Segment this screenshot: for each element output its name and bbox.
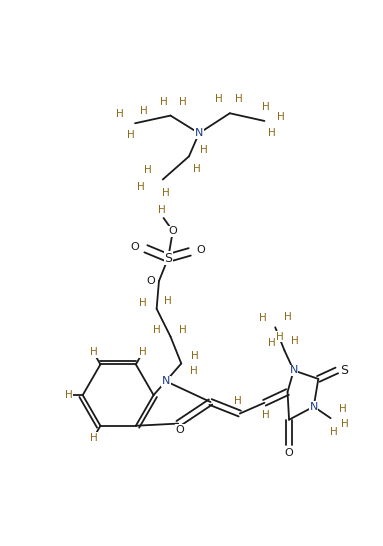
Text: H: H: [139, 347, 147, 358]
Text: H: H: [179, 325, 187, 335]
Text: H: H: [235, 94, 243, 104]
Text: O: O: [175, 425, 184, 435]
Text: H: H: [234, 396, 242, 406]
Text: H: H: [65, 390, 73, 400]
Text: H: H: [164, 296, 171, 306]
Text: O: O: [169, 226, 177, 236]
Text: H: H: [215, 94, 223, 104]
Text: H: H: [90, 433, 97, 443]
Text: H: H: [144, 165, 151, 175]
Text: H: H: [200, 145, 208, 155]
Text: H: H: [137, 182, 145, 192]
Text: H: H: [190, 366, 198, 376]
Text: H: H: [262, 102, 270, 112]
Text: H: H: [153, 325, 160, 335]
Text: H: H: [162, 188, 170, 198]
Text: H: H: [193, 164, 201, 174]
Text: H: H: [116, 109, 124, 119]
Text: H: H: [90, 347, 97, 358]
Text: H: H: [268, 128, 276, 138]
Text: H: H: [284, 312, 291, 322]
Text: O: O: [131, 242, 139, 252]
Text: N: N: [309, 402, 318, 412]
Text: H: H: [160, 97, 168, 106]
Text: H: H: [339, 404, 347, 414]
Text: N: N: [290, 365, 298, 376]
Text: H: H: [291, 336, 299, 346]
Text: H: H: [126, 130, 134, 140]
Text: H: H: [330, 427, 337, 437]
Text: H: H: [278, 112, 285, 122]
Text: H: H: [276, 331, 284, 342]
Text: H: H: [262, 410, 270, 420]
Text: N: N: [162, 376, 170, 386]
Text: N: N: [195, 128, 203, 138]
Text: O: O: [147, 276, 155, 286]
Text: H: H: [179, 97, 187, 106]
Text: H: H: [139, 298, 147, 308]
Text: H: H: [268, 338, 276, 348]
Text: O: O: [196, 245, 205, 256]
Text: H: H: [141, 106, 148, 116]
Text: H: H: [259, 313, 267, 323]
Text: H: H: [158, 205, 166, 215]
Text: S: S: [340, 364, 349, 377]
Text: S: S: [164, 252, 172, 264]
Text: H: H: [340, 419, 349, 429]
Text: H: H: [191, 351, 199, 361]
Text: O: O: [285, 448, 293, 458]
